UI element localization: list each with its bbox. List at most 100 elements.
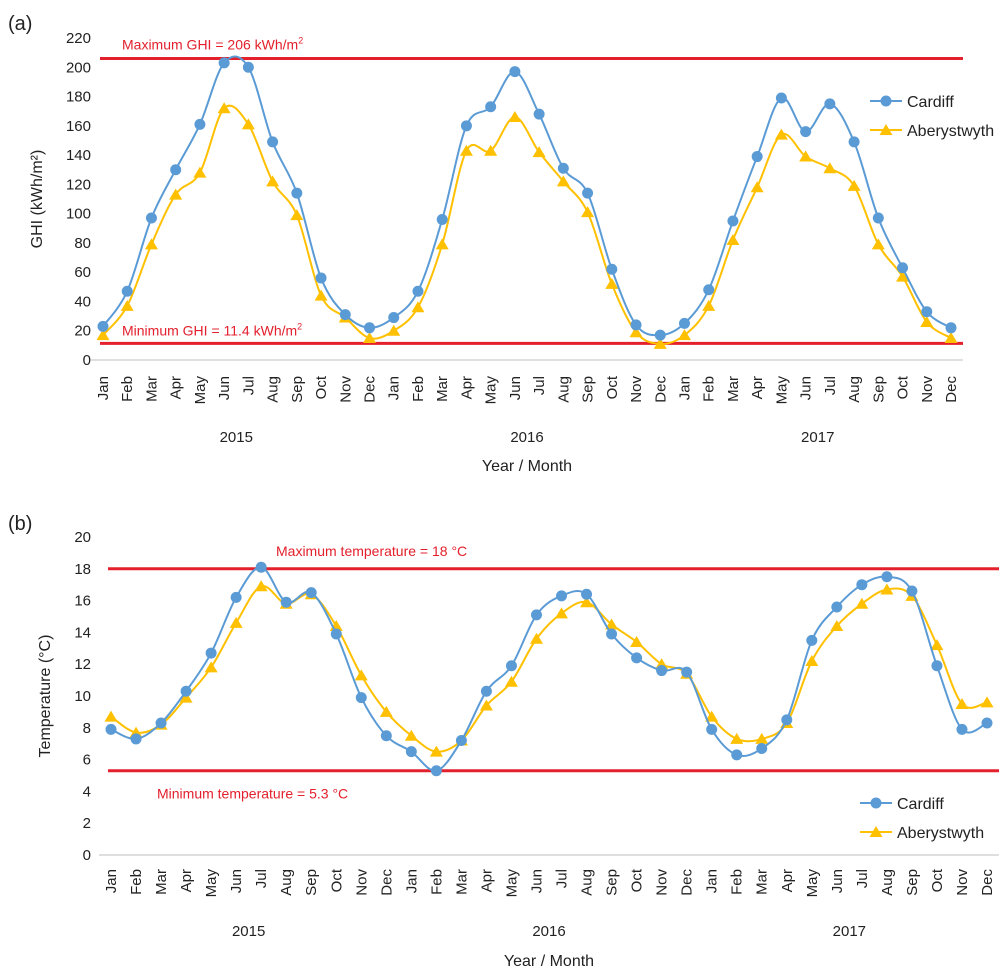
data-point	[530, 609, 542, 621]
data-point	[315, 272, 327, 284]
data-point	[755, 732, 769, 744]
data-point	[314, 289, 328, 301]
series-line	[102, 104, 952, 345]
data-point	[920, 315, 934, 327]
data-point	[339, 309, 351, 321]
x-tick-label: Aug	[278, 869, 295, 896]
x-tick-label: Mar	[143, 376, 160, 402]
data-point	[955, 697, 969, 709]
x-tick-label: Aug	[846, 376, 863, 403]
data-point	[230, 591, 242, 603]
reference-line-label: Minimum temperature = 5.3 °C	[157, 786, 348, 802]
data-point	[194, 118, 206, 130]
data-point	[480, 685, 492, 697]
data-point	[630, 319, 642, 331]
x-tick-label: Jan	[103, 869, 120, 893]
year-label: 2015	[220, 429, 253, 446]
x-tick-label: Jul	[240, 376, 257, 395]
data-point	[606, 263, 618, 275]
x-tick-label: Jun	[507, 376, 524, 400]
data-point	[104, 710, 118, 722]
data-point	[254, 580, 268, 592]
data-point	[856, 579, 868, 591]
x-tick-label: Jan	[95, 376, 112, 400]
data-point	[581, 588, 593, 600]
data-point	[379, 705, 393, 717]
data-point	[556, 175, 570, 187]
data-point	[629, 326, 643, 338]
x-tick-label: Nov	[954, 869, 971, 896]
x-tick-label: Sep	[870, 376, 887, 403]
data-point	[290, 209, 304, 221]
panel-label: (a)	[8, 13, 32, 35]
x-tick-label: Nov	[919, 376, 936, 403]
data-point	[703, 284, 715, 296]
data-point	[706, 723, 718, 735]
y-tick-label: 4	[83, 783, 91, 800]
legend-marker	[879, 124, 893, 135]
data-point	[931, 660, 943, 672]
data-point	[730, 732, 744, 744]
x-tick-label: Jan	[386, 376, 403, 400]
data-point	[435, 238, 449, 250]
y-tick-label: 40	[74, 293, 91, 310]
legend-item: Aberystwyth	[860, 825, 984, 842]
data-point	[291, 187, 303, 199]
data-point	[906, 585, 918, 597]
x-tick-label: Jun	[216, 376, 233, 400]
data-point	[144, 238, 158, 250]
x-tick-label: Jul	[554, 869, 571, 888]
x-tick-label: Sep	[580, 376, 597, 403]
x-tick-label: May	[804, 869, 821, 898]
series-cardiff	[105, 561, 993, 777]
data-point	[121, 285, 133, 297]
y-tick-label: 0	[83, 352, 91, 369]
x-tick-label: Jul	[531, 376, 548, 395]
x-tick-label: May	[503, 869, 520, 898]
data-point	[897, 262, 909, 274]
data-point	[945, 322, 957, 334]
y-tick-label: 100	[66, 206, 91, 223]
y-tick-label: 80	[74, 235, 91, 252]
data-point	[330, 628, 342, 640]
data-point	[411, 301, 425, 313]
x-tick-label: Oct	[895, 375, 912, 399]
x-tick-label: Aug	[579, 869, 596, 896]
data-point	[956, 723, 968, 735]
x-tick-label: Jun	[528, 869, 545, 893]
data-point	[170, 164, 182, 176]
x-tick-label: Jul	[822, 376, 839, 395]
data-point	[97, 320, 109, 332]
data-point	[363, 332, 377, 344]
data-point	[355, 692, 367, 704]
data-point	[582, 187, 594, 199]
x-tick-label: Oct	[313, 375, 330, 399]
y-tick-label: 200	[66, 59, 91, 76]
data-point	[280, 596, 292, 608]
x-tick-label: Feb	[428, 869, 445, 895]
x-tick-label: Sep	[604, 869, 621, 896]
data-point	[218, 57, 230, 69]
data-point	[505, 660, 517, 672]
x-axis-title: Year / Month	[482, 458, 572, 475]
y-tick-label: 12	[74, 656, 91, 673]
data-point	[504, 675, 518, 687]
y-tick-label: 0	[83, 847, 91, 864]
y-tick-label: 220	[66, 30, 91, 47]
data-point	[881, 571, 893, 583]
reference-line-label: Maximum GHI = 206 kWh/m2	[122, 35, 303, 52]
year-label: 2017	[801, 429, 834, 446]
x-tick-label: Mar	[725, 376, 742, 402]
data-point	[555, 607, 569, 619]
y-tick-label: 120	[66, 176, 91, 193]
x-tick-label: Nov	[353, 869, 370, 896]
data-point	[896, 270, 910, 282]
series-line	[110, 585, 988, 753]
data-point	[806, 634, 818, 646]
data-point	[800, 126, 812, 138]
x-tick-label: May	[773, 376, 790, 405]
data-point	[533, 108, 545, 120]
data-point	[429, 745, 443, 757]
data-point	[120, 299, 134, 311]
legend-label: Aberystwyth	[897, 825, 984, 842]
